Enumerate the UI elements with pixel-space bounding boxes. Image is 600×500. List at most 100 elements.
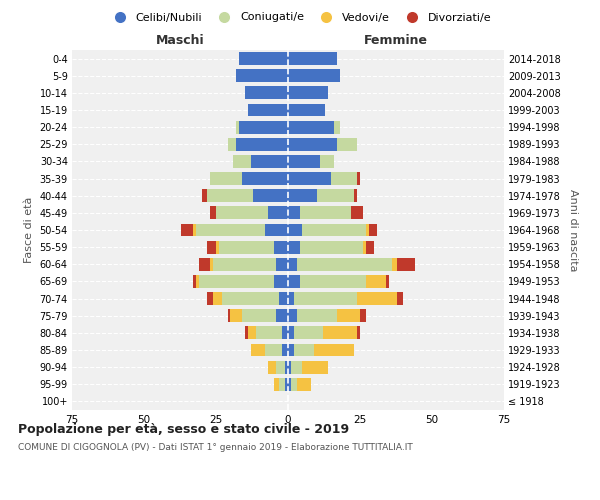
Bar <box>368 224 377 236</box>
Bar <box>282 344 288 356</box>
Bar <box>210 206 216 220</box>
Y-axis label: Fasce di età: Fasce di età <box>24 197 34 263</box>
Bar <box>357 172 360 185</box>
Bar <box>277 258 288 270</box>
Text: Femmine: Femmine <box>364 34 428 46</box>
Bar <box>288 138 337 150</box>
Bar <box>392 258 397 270</box>
Bar <box>265 224 288 236</box>
Bar <box>233 155 251 168</box>
Bar <box>210 172 242 185</box>
Bar <box>216 206 268 220</box>
Bar <box>239 52 288 65</box>
Legend: Celibi/Nubili, Coniugati/e, Vedovi/e, Divorziati/e: Celibi/Nubili, Coniugati/e, Vedovi/e, Di… <box>104 8 496 27</box>
Bar <box>397 292 403 305</box>
Bar <box>288 326 294 340</box>
Bar <box>360 310 366 322</box>
Bar <box>280 378 285 390</box>
Y-axis label: Anni di nascita: Anni di nascita <box>568 188 578 271</box>
Bar <box>288 310 296 322</box>
Bar <box>277 310 288 322</box>
Bar <box>199 275 274 288</box>
Bar <box>280 292 288 305</box>
Bar <box>227 138 236 150</box>
Bar <box>242 172 288 185</box>
Bar <box>219 240 274 254</box>
Bar <box>366 240 374 254</box>
Bar <box>363 240 366 254</box>
Bar <box>302 360 328 374</box>
Bar <box>288 275 299 288</box>
Bar <box>288 224 302 236</box>
Bar <box>265 344 282 356</box>
Bar <box>331 172 357 185</box>
Bar <box>239 120 288 134</box>
Bar <box>299 275 366 288</box>
Bar <box>357 292 397 305</box>
Bar <box>251 155 288 168</box>
Bar <box>288 190 317 202</box>
Bar <box>208 292 213 305</box>
Bar <box>253 190 288 202</box>
Bar <box>196 224 265 236</box>
Bar <box>288 360 291 374</box>
Bar <box>288 52 337 65</box>
Bar <box>288 104 325 117</box>
Bar <box>213 258 277 270</box>
Bar <box>294 292 357 305</box>
Text: COMUNE DI CIGOGNOLA (PV) - Dati ISTAT 1° gennaio 2019 - Elaborazione TUTTITALIA.: COMUNE DI CIGOGNOLA (PV) - Dati ISTAT 1°… <box>18 442 413 452</box>
Bar <box>366 224 368 236</box>
Bar <box>288 292 294 305</box>
Bar <box>397 258 415 270</box>
Bar <box>196 275 199 288</box>
Bar <box>288 206 299 220</box>
Bar <box>242 310 277 322</box>
Bar <box>268 206 288 220</box>
Bar <box>296 310 337 322</box>
Bar <box>288 172 331 185</box>
Bar <box>291 378 296 390</box>
Bar <box>274 378 280 390</box>
Bar <box>357 326 360 340</box>
Bar <box>210 258 213 270</box>
Bar <box>288 120 334 134</box>
Bar <box>288 258 296 270</box>
Bar <box>193 224 196 236</box>
Bar <box>296 258 392 270</box>
Bar <box>227 310 230 322</box>
Bar <box>216 240 219 254</box>
Bar <box>323 326 357 340</box>
Bar <box>274 275 288 288</box>
Bar <box>181 224 193 236</box>
Bar <box>337 310 360 322</box>
Bar <box>288 86 328 100</box>
Bar <box>288 240 299 254</box>
Bar <box>299 240 363 254</box>
Bar <box>288 378 291 390</box>
Bar <box>386 275 389 288</box>
Bar <box>199 258 210 270</box>
Bar <box>248 104 288 117</box>
Bar <box>256 326 282 340</box>
Bar <box>208 240 216 254</box>
Bar <box>299 206 352 220</box>
Bar <box>314 344 354 356</box>
Bar <box>337 138 357 150</box>
Bar <box>268 360 277 374</box>
Bar <box>291 360 302 374</box>
Bar <box>251 344 265 356</box>
Bar <box>193 275 196 288</box>
Bar <box>288 155 320 168</box>
Bar <box>366 275 386 288</box>
Bar <box>352 206 363 220</box>
Bar <box>236 120 239 134</box>
Bar <box>248 326 256 340</box>
Bar <box>230 310 242 322</box>
Bar <box>222 292 280 305</box>
Bar <box>317 190 354 202</box>
Bar <box>208 190 253 202</box>
Bar <box>302 224 366 236</box>
Bar <box>282 326 288 340</box>
Bar <box>294 326 323 340</box>
Bar <box>354 190 357 202</box>
